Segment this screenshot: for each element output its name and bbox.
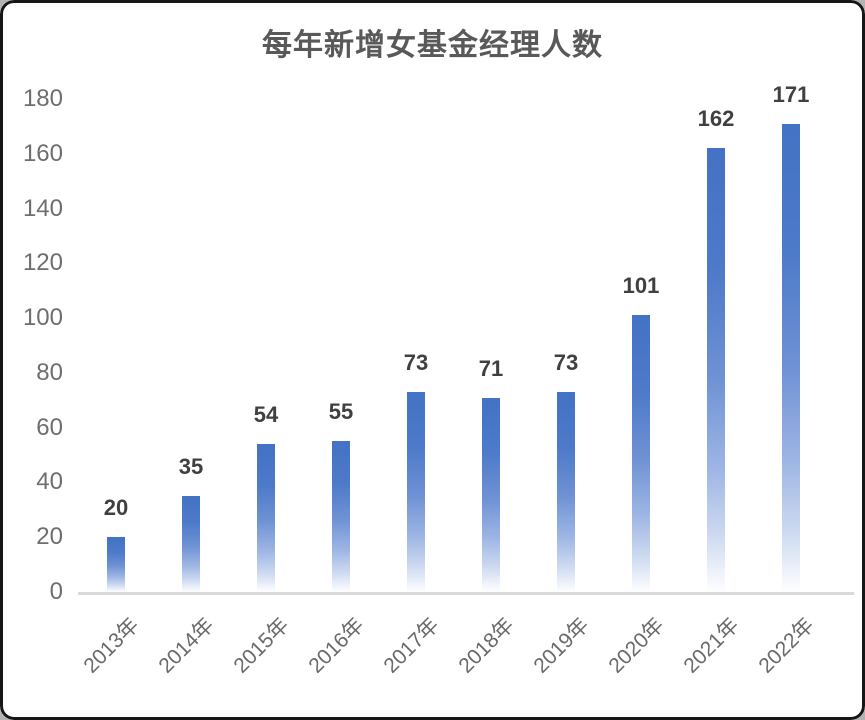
bar-value-label: 162 xyxy=(697,106,735,131)
bar-value-label: 35 xyxy=(178,454,204,479)
bar xyxy=(782,124,800,592)
chart-title: 每年新增女基金经理人数 xyxy=(262,29,603,62)
bar-group-2018年: 71 xyxy=(451,356,531,592)
y-axis-tick-label: 160 xyxy=(22,139,63,167)
x-axis-category-label: 2017年 xyxy=(379,613,444,678)
x-axis-category-label: 2020年 xyxy=(604,613,669,678)
y-axis-tick-label: 140 xyxy=(22,194,63,222)
bar-group-2017年: 73 xyxy=(376,350,456,592)
y-axis-tick-label: 80 xyxy=(36,358,63,386)
x-axis-category-label: 2018年 xyxy=(454,613,519,678)
x-axis-category-label: 2016年 xyxy=(304,613,369,678)
x-axis-category-label: 2014年 xyxy=(154,613,219,678)
x-axis-category-label: 2015年 xyxy=(229,613,294,678)
bar-value-label: 73 xyxy=(403,350,429,375)
bar xyxy=(332,441,350,592)
bar xyxy=(107,537,125,592)
x-axis-category-label: 2022年 xyxy=(754,613,819,678)
bar xyxy=(482,398,500,592)
bar xyxy=(632,315,650,592)
x-axis-category-label: 2019年 xyxy=(529,613,594,678)
y-axis-tick-label: 0 xyxy=(49,578,63,605)
x-axis-category-label: 2013年 xyxy=(79,613,144,678)
y-axis-tick-label: 120 xyxy=(22,249,63,277)
y-axis-tick-label: 20 xyxy=(36,523,63,551)
bar-value-label: 71 xyxy=(478,356,504,381)
bar-group-2021年: 162 xyxy=(676,106,756,592)
bar xyxy=(257,444,275,592)
bar-group-2014年: 35 xyxy=(151,454,231,592)
bar xyxy=(182,496,200,592)
bar-value-label: 55 xyxy=(328,399,354,424)
bar-value-label: 101 xyxy=(622,273,660,298)
bar-group-2013年: 20 xyxy=(76,495,156,592)
bar-value-label: 20 xyxy=(103,495,129,520)
y-axis-tick-label: 40 xyxy=(36,468,63,496)
bar-group-2020年: 101 xyxy=(601,273,681,592)
bar-value-label: 73 xyxy=(553,350,579,375)
bar-value-label: 54 xyxy=(253,402,279,427)
x-axis-line xyxy=(78,592,854,595)
bar xyxy=(707,148,725,592)
bar xyxy=(557,392,575,592)
bar-group-2022年: 171 xyxy=(751,82,831,592)
bar-group-2015年: 54 xyxy=(226,402,306,592)
y-axis-tick-label: 100 xyxy=(22,304,63,332)
bar-value-label: 171 xyxy=(772,82,810,107)
bar xyxy=(407,392,425,592)
y-axis-tick-label: 60 xyxy=(36,413,63,441)
y-axis-tick-label: 180 xyxy=(22,85,63,112)
x-axis-category-label: 2021年 xyxy=(679,613,744,678)
bar-group-2019年: 73 xyxy=(526,350,606,592)
bar-group-2016年: 55 xyxy=(301,399,381,592)
